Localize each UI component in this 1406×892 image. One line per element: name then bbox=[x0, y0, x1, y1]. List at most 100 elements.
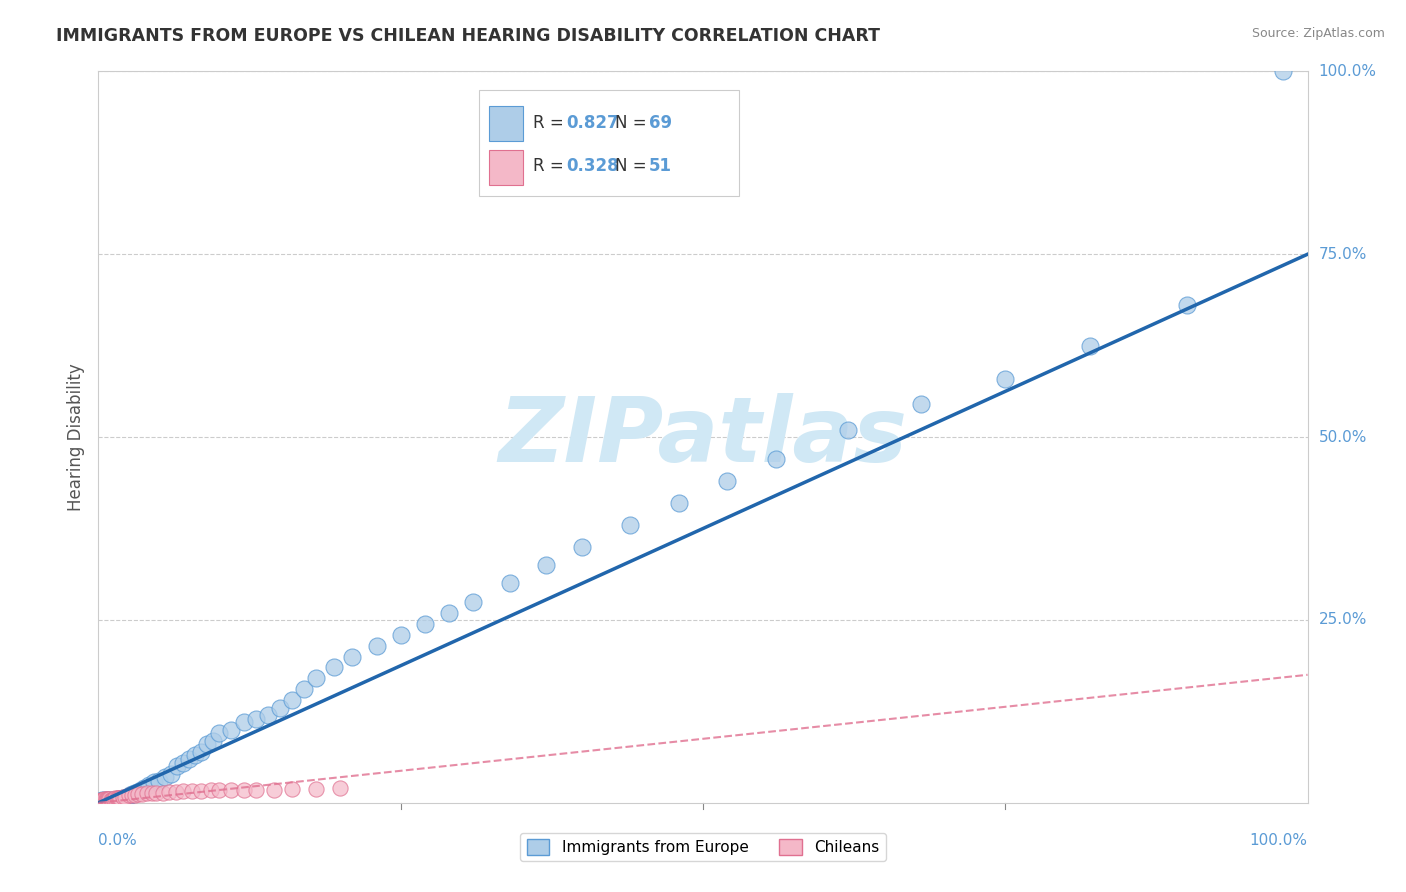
Point bbox=[100, 793, 122, 807]
Point bbox=[342, 649, 364, 664]
Point bbox=[94, 792, 117, 806]
Point bbox=[765, 452, 787, 467]
Point bbox=[110, 793, 132, 807]
Point bbox=[100, 794, 122, 808]
Bar bbox=[479, 90, 740, 195]
Point bbox=[96, 794, 118, 808]
Point bbox=[281, 781, 304, 796]
Point bbox=[143, 775, 166, 789]
Point bbox=[121, 787, 143, 801]
Point bbox=[127, 787, 149, 801]
Point bbox=[172, 756, 194, 770]
Point bbox=[97, 792, 120, 806]
Text: 75.0%: 75.0% bbox=[1319, 247, 1367, 261]
Point bbox=[437, 606, 460, 620]
Point bbox=[103, 792, 125, 806]
Text: Source: ZipAtlas.com: Source: ZipAtlas.com bbox=[1251, 27, 1385, 40]
Point bbox=[97, 794, 120, 808]
Point bbox=[93, 794, 115, 808]
Point bbox=[269, 700, 291, 714]
Point bbox=[305, 672, 328, 686]
Point bbox=[837, 423, 859, 437]
Point bbox=[208, 783, 231, 797]
Point bbox=[100, 793, 122, 807]
Point bbox=[107, 791, 129, 805]
Point bbox=[1175, 298, 1198, 312]
Point bbox=[138, 778, 160, 792]
Point bbox=[329, 781, 352, 796]
Point bbox=[172, 784, 194, 798]
Point bbox=[366, 639, 388, 653]
Point bbox=[91, 793, 114, 807]
Text: N =: N = bbox=[614, 113, 651, 131]
Point bbox=[124, 786, 146, 800]
Point bbox=[200, 783, 222, 797]
Point bbox=[292, 682, 315, 697]
Point bbox=[89, 794, 111, 808]
Point bbox=[148, 773, 170, 788]
Point bbox=[221, 723, 243, 737]
Text: 51: 51 bbox=[648, 158, 672, 176]
Point bbox=[105, 793, 128, 807]
Point bbox=[96, 792, 118, 806]
Point bbox=[90, 793, 112, 807]
Point bbox=[101, 794, 124, 808]
Legend: Immigrants from Europe, Chileans: Immigrants from Europe, Chileans bbox=[520, 833, 886, 861]
Point bbox=[160, 766, 183, 780]
Point bbox=[108, 792, 131, 806]
Point bbox=[245, 782, 267, 797]
Point bbox=[94, 794, 117, 808]
Bar bbox=[489, 150, 523, 185]
Text: 0.0%: 0.0% bbox=[98, 833, 138, 848]
Point bbox=[91, 794, 114, 808]
Point bbox=[114, 791, 136, 805]
Point bbox=[135, 786, 157, 800]
Point bbox=[202, 733, 225, 747]
Point bbox=[91, 793, 114, 807]
Point bbox=[195, 737, 218, 751]
Point bbox=[910, 397, 932, 411]
Point bbox=[281, 693, 304, 707]
Point bbox=[165, 785, 187, 799]
Point bbox=[668, 496, 690, 510]
Point bbox=[571, 540, 593, 554]
Text: R =: R = bbox=[533, 113, 568, 131]
Point bbox=[179, 752, 201, 766]
Point bbox=[256, 708, 278, 723]
Point bbox=[91, 793, 114, 807]
Point bbox=[129, 782, 152, 797]
Point bbox=[107, 792, 129, 806]
Point bbox=[463, 594, 485, 608]
Point bbox=[118, 789, 141, 803]
Point bbox=[97, 794, 120, 808]
Point bbox=[108, 790, 131, 805]
Point bbox=[89, 794, 111, 808]
Point bbox=[96, 793, 118, 807]
Point bbox=[91, 794, 114, 808]
Point bbox=[145, 786, 167, 800]
Point bbox=[534, 558, 557, 573]
Point bbox=[90, 794, 112, 808]
Point bbox=[245, 712, 267, 726]
Point bbox=[94, 794, 117, 808]
Point bbox=[232, 782, 254, 797]
Point bbox=[305, 781, 328, 796]
Point bbox=[153, 770, 176, 784]
Point bbox=[98, 794, 121, 808]
Point bbox=[111, 789, 134, 804]
Point bbox=[108, 793, 131, 807]
Point bbox=[91, 794, 114, 808]
Point bbox=[127, 785, 149, 799]
Point bbox=[124, 788, 146, 802]
Point bbox=[105, 791, 128, 805]
Text: 100.0%: 100.0% bbox=[1250, 833, 1308, 848]
Point bbox=[141, 786, 163, 800]
Point bbox=[994, 371, 1017, 385]
Point bbox=[208, 726, 231, 740]
Point bbox=[104, 794, 127, 808]
Point bbox=[121, 789, 143, 803]
Y-axis label: Hearing Disability: Hearing Disability bbox=[66, 363, 84, 511]
Point bbox=[108, 790, 131, 805]
Point bbox=[152, 786, 174, 800]
Text: ZIPatlas: ZIPatlas bbox=[499, 393, 907, 481]
